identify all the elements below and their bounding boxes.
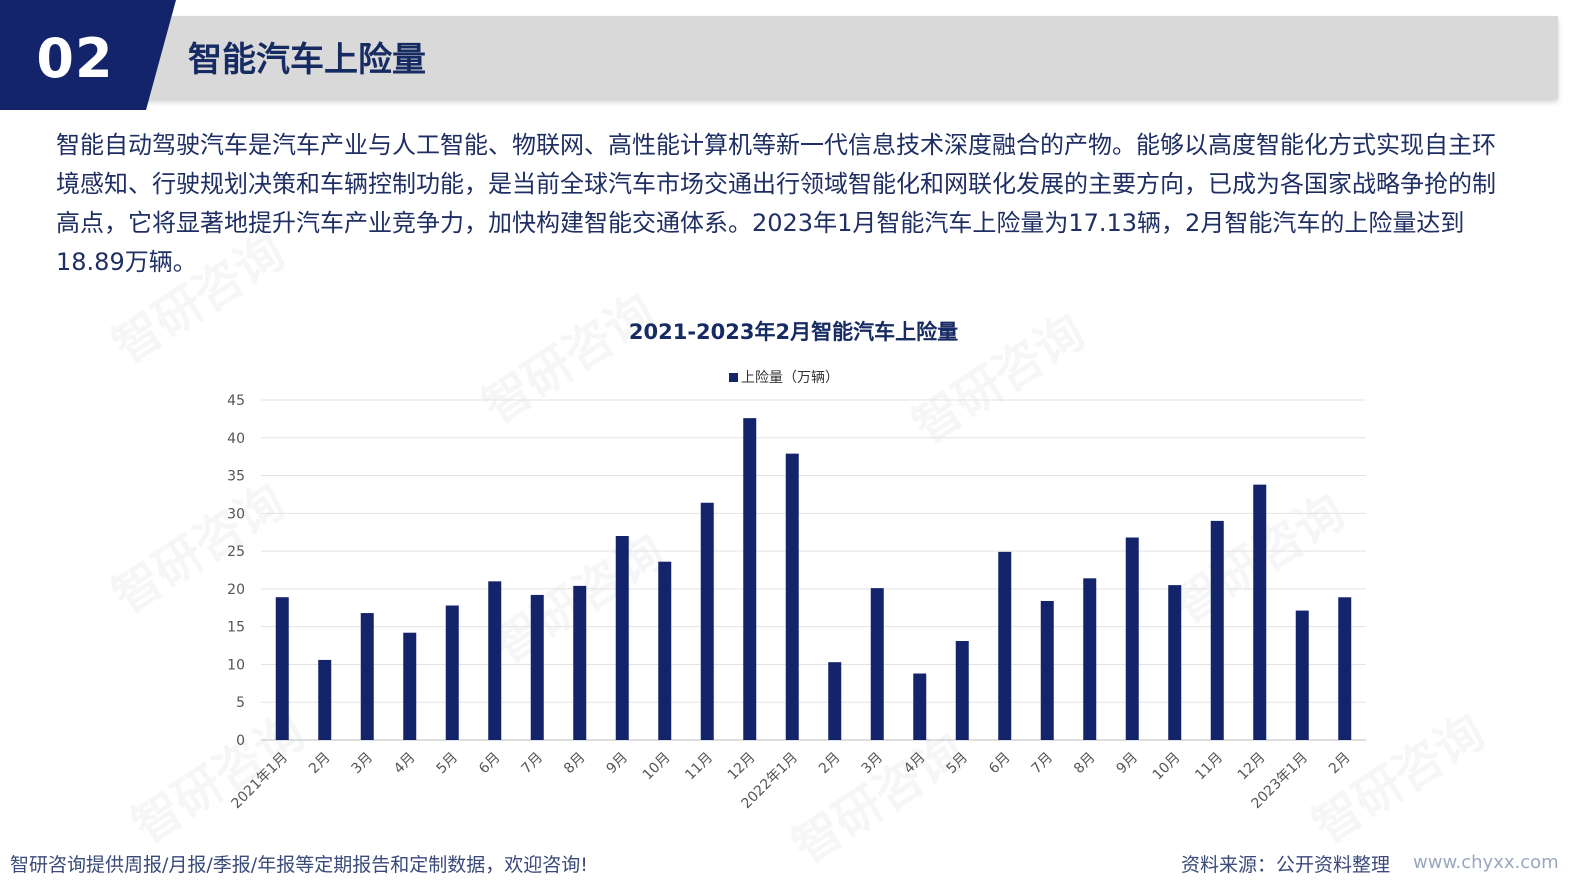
bar — [743, 418, 757, 740]
y-tick-label: 35 — [227, 469, 245, 485]
x-tick-label: 4月 — [901, 750, 929, 778]
x-tick-label: 5月 — [944, 750, 972, 778]
x-tick-label: 6月 — [476, 750, 504, 778]
bar — [955, 641, 969, 740]
y-tick-label: 5 — [236, 695, 245, 711]
bar — [913, 673, 927, 740]
x-tick-label: 11月 — [1192, 750, 1226, 784]
x-tick-label: 6月 — [986, 750, 1014, 778]
section-number-shape — [0, 0, 176, 110]
bar — [573, 585, 587, 740]
bar — [1168, 585, 1182, 740]
x-tick-label: 9月 — [604, 750, 632, 778]
footer-note: 智研咨询提供周报/月报/季报/年报等定期报告和定制数据，欢迎咨询! — [10, 854, 588, 876]
x-tick-label: 2021年1月 — [228, 750, 291, 813]
y-tick-label: 45 — [227, 393, 245, 409]
x-tick-label: 2月 — [306, 750, 334, 778]
x-tick-label: 10月 — [640, 750, 674, 784]
bar — [530, 594, 544, 740]
bar — [1295, 610, 1309, 740]
x-tick-label: 2月 — [816, 750, 844, 778]
x-tick-label: 8月 — [1071, 750, 1099, 778]
x-tick-label: 7月 — [519, 750, 547, 778]
x-tick-label: 3月 — [859, 750, 887, 778]
footer-source: 资料来源：公开资料整理 — [1181, 854, 1391, 876]
x-tick-label: 9月 — [1114, 750, 1142, 778]
bar — [403, 632, 417, 740]
footer-url[interactable]: www.chyxx.com — [1413, 852, 1559, 873]
legend-swatch — [729, 373, 738, 382]
page-title: 智能汽车上险量 — [188, 40, 426, 80]
bar — [615, 536, 629, 740]
bar — [828, 662, 842, 740]
bar — [275, 597, 289, 740]
x-tick-label: 10月 — [1150, 750, 1184, 784]
x-tick-label: 3月 — [349, 750, 377, 778]
y-tick-label: 25 — [227, 544, 245, 560]
x-tick-label: 4月 — [391, 750, 419, 778]
intro-paragraph: 智能自动驾驶汽车是汽车产业与人工智能、物联网、高性能计算机等新一代信息技术深度融… — [56, 131, 1496, 276]
chart-title: 2021-2023年2月智能汽车上险量 — [628, 320, 959, 344]
bar — [1083, 578, 1097, 740]
y-tick-label: 0 — [236, 733, 245, 749]
x-tick-label: 12月 — [1235, 750, 1269, 784]
bar — [445, 605, 459, 740]
chart-legend: 上险量（万辆） — [729, 367, 839, 387]
x-tick-label: 8月 — [561, 750, 589, 778]
y-tick-label: 10 — [227, 657, 245, 673]
bar — [658, 561, 672, 740]
bar — [1338, 597, 1352, 740]
x-tick-label: 11月 — [682, 750, 716, 784]
bar — [488, 581, 502, 740]
x-tick-label: 7月 — [1029, 750, 1057, 778]
y-tick-label: 40 — [227, 431, 245, 447]
x-tick-label: 12月 — [725, 750, 759, 784]
y-tick-label: 15 — [227, 620, 245, 636]
bar — [318, 659, 332, 740]
header-band — [0, 16, 1558, 99]
bar — [785, 453, 799, 740]
bar — [1253, 484, 1267, 740]
section-number-badge: 02 — [0, 0, 178, 110]
legend-label: 上险量（万辆） — [741, 370, 839, 386]
bar — [700, 502, 714, 740]
bar — [1040, 600, 1054, 740]
x-tick-label: 2月 — [1326, 750, 1354, 778]
bar — [998, 551, 1012, 740]
y-tick-label: 20 — [227, 582, 245, 598]
bar — [1210, 520, 1224, 740]
y-tick-label: 30 — [227, 506, 245, 522]
bar — [1125, 537, 1139, 740]
bar — [360, 613, 374, 740]
bar — [870, 588, 884, 740]
section-number: 02 — [36, 27, 114, 90]
x-tick-label: 5月 — [434, 750, 462, 778]
